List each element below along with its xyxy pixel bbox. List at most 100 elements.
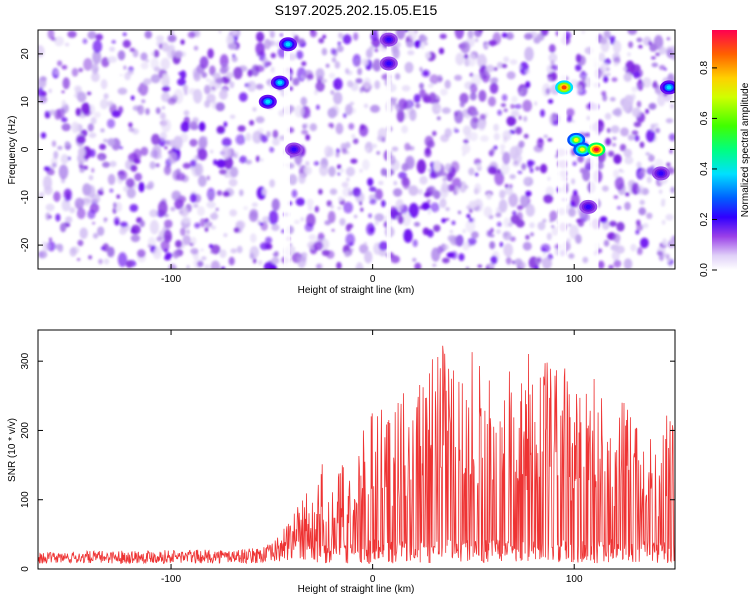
heatmap-speckle xyxy=(184,90,188,96)
heatmap-speckle xyxy=(498,199,508,213)
heatmap-speckle xyxy=(393,188,403,197)
heatmap-speckle xyxy=(248,210,259,222)
heatmap-speckle xyxy=(645,108,649,114)
heatmap-speckle xyxy=(247,69,253,77)
heatmap-speckle xyxy=(423,42,428,46)
heatmap-speckle xyxy=(123,65,127,70)
heatmap-speckle xyxy=(635,229,640,235)
heatmap-speckle xyxy=(602,185,609,192)
heatmap-speckle xyxy=(345,166,355,177)
heatmap-speckle xyxy=(666,162,671,167)
heatmap-speckle xyxy=(321,47,328,56)
heatmap-speckle xyxy=(585,214,592,221)
heatmap-speckle xyxy=(374,188,383,201)
heatmap-speckle xyxy=(304,222,314,232)
heatmap-speckle xyxy=(144,30,153,39)
heatmap-speckle xyxy=(344,250,351,258)
heatmap-speckle xyxy=(366,147,370,152)
heatmap-speckle xyxy=(63,123,67,128)
colorbar-label: Normalized spectral amplitude xyxy=(740,82,750,217)
heatmap-speckle xyxy=(92,50,102,65)
heatmap-speckle xyxy=(667,257,671,264)
heatmap-speckle xyxy=(259,222,264,226)
heatmap-speckle xyxy=(180,70,187,80)
heatmap-speckle xyxy=(577,155,584,163)
heatmap-speckle xyxy=(529,232,535,237)
heatmap-speckle xyxy=(607,150,615,157)
heatmap-speckle xyxy=(536,137,544,149)
heatmap-speckle xyxy=(61,99,66,107)
heatmap-speckle xyxy=(291,189,298,198)
snr-panel: -100 0 100 0 100 200 300 Height of straight l… xyxy=(7,329,676,595)
heatmap-speckle xyxy=(355,78,363,84)
heatmap-speckle xyxy=(518,65,522,70)
heatmap-speckle xyxy=(603,75,609,83)
heatmap-speckle xyxy=(650,125,655,132)
heatmap-speckle xyxy=(102,161,110,168)
colorbar-tick-label: 0.4 xyxy=(699,162,710,176)
heatmap-speckle xyxy=(424,51,431,60)
heatmap-speckle xyxy=(371,143,378,149)
heatmap-speckle xyxy=(202,136,208,141)
heatmap-speckle xyxy=(209,149,214,154)
heatmap-speckle xyxy=(638,169,646,179)
heatmap-speckle xyxy=(153,66,161,73)
heatmap-speckle xyxy=(367,177,374,187)
heatmap-speckle xyxy=(82,165,89,170)
heatmap-speckle xyxy=(100,128,105,133)
heatmap-speckle xyxy=(147,244,152,248)
heatmap-speckle xyxy=(636,161,642,169)
heatmap-speckle xyxy=(87,209,96,219)
heatmap-speckle xyxy=(218,30,222,34)
heatmap-speckle xyxy=(444,79,451,89)
heatmap-speckle xyxy=(74,197,85,210)
snr-y-tick-label: 200 xyxy=(20,422,31,439)
heatmap-speckle xyxy=(584,132,591,137)
heatmap-speckle xyxy=(460,41,471,54)
heatmap-speckle xyxy=(469,92,477,101)
heatmap-speckle xyxy=(192,203,199,208)
heatmap-speckle xyxy=(499,241,504,248)
heatmap-speckle xyxy=(525,190,532,197)
heatmap-speckle xyxy=(525,69,531,74)
heatmap-speckle xyxy=(471,231,479,239)
heatmap-speckle xyxy=(500,162,510,175)
heatmap-speckle xyxy=(640,237,649,249)
heatmap-speckle xyxy=(454,30,465,40)
heatmap-speckle xyxy=(298,254,302,258)
heatmap-speckle xyxy=(327,107,337,119)
heatmap-speckle xyxy=(210,260,221,269)
heatmap-speckle xyxy=(161,92,170,103)
heatmap-speckle xyxy=(517,170,523,174)
heatmap-speckle xyxy=(60,154,69,165)
heatmap-speckle xyxy=(455,52,465,66)
heatmap-speckle xyxy=(209,244,213,249)
heatmap-speckle xyxy=(209,192,214,196)
heatmap-speckle xyxy=(201,256,207,261)
heatmap-speckle xyxy=(328,166,336,177)
heatmap-speckle xyxy=(468,217,474,223)
heatmap-speckle xyxy=(40,132,47,139)
heatmap-speckle xyxy=(197,206,205,217)
heatmap-speckle xyxy=(487,166,498,175)
heatmap-speckle xyxy=(431,102,442,115)
heatmap-speckle xyxy=(193,88,203,104)
heatmap-hotspot xyxy=(277,80,283,85)
heatmap-speckle xyxy=(61,90,65,93)
heatmap-speckle xyxy=(55,213,61,222)
heatmap-speckle xyxy=(259,242,269,251)
heatmap-speckle xyxy=(111,40,116,44)
heatmap-speckle xyxy=(443,176,447,182)
heatmap-speckle xyxy=(134,172,143,182)
heatmap-speckle xyxy=(326,200,332,207)
heatmap-speckle xyxy=(441,218,446,224)
heatmap-speckle xyxy=(349,248,354,252)
heatmap-speckle xyxy=(628,41,634,49)
heatmap-speckle xyxy=(215,77,224,84)
heatmap-speckle xyxy=(522,99,533,112)
heatmap-speckle xyxy=(270,52,276,59)
heatmap-speckle xyxy=(545,88,551,95)
heatmap-speckle xyxy=(476,164,482,168)
heatmap-hotspot xyxy=(561,85,567,90)
